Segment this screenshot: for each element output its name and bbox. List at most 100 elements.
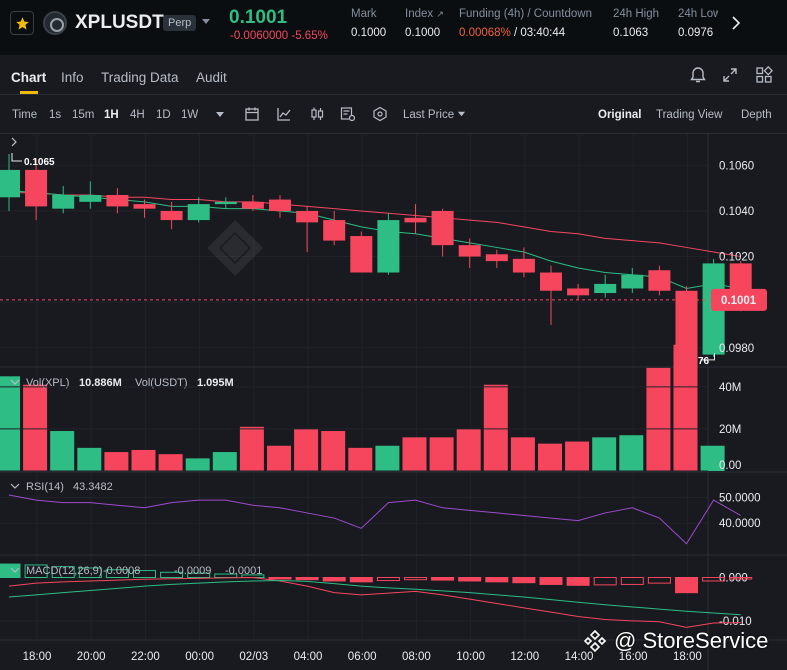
volume-bar [239,426,264,471]
stat-mark: Mark 0.1000 [351,8,386,39]
funding-rate: 0.00068% [459,27,511,39]
candle [404,204,427,234]
price-tick-label: 0.1060 [719,160,754,172]
fullscreen-icon[interactable] [721,66,739,84]
macd-histogram-bar [133,570,156,579]
interval-1h[interactable]: 1H [104,109,119,121]
candle [377,213,400,275]
candle-body [0,169,20,198]
volume-legend-value: 1.095M [197,377,234,389]
caret-down-icon [458,111,466,117]
view-trading-view[interactable]: Trading View [656,109,723,121]
tab-trading-data[interactable]: Trading Data [101,70,179,85]
macd-histogram-bar [322,577,346,582]
candle [133,199,156,218]
price-type-label: Last Price [403,109,455,121]
macd-dea-line [8,580,741,616]
candlestick-type-icon[interactable] [309,106,325,122]
candle [540,265,562,325]
view-original[interactable]: Original [598,109,642,121]
candle [296,206,319,252]
tab-audit[interactable]: Audit [196,70,227,85]
interval-1s[interactable]: 1s [49,109,62,121]
volume-bar [104,452,129,471]
price-tick-label: 0.1040 [719,206,754,218]
candle [431,208,454,257]
volume-bar [538,443,562,471]
stat-value: 0.1000 [351,27,387,39]
tab-active-indicator [20,91,38,94]
volume-bar [375,445,400,471]
candle-body [323,220,346,241]
candle-body [431,210,454,246]
candle [323,210,346,246]
candle-body [25,169,48,207]
candle-body [377,220,400,273]
candle [350,231,373,273]
macd-histogram-bar [0,563,21,579]
tab-chart[interactable]: Chart [11,70,47,85]
content-tabs: Chart Info Trading Data Audit [0,55,787,95]
symbol-name[interactable]: XPLUSDT [75,12,164,33]
interval-1w[interactable]: 1W [181,109,199,121]
macd-legend-label: MACD(12,26,9) [26,565,102,577]
volume-bar [565,441,590,471]
interval-more-caret-icon[interactable] [212,106,228,122]
time-tick-label: 10:00 [456,651,485,663]
high-marker-line [11,152,22,162]
interval-time[interactable]: Time [12,109,38,121]
stat-value: 0.1000 [405,27,441,39]
tab-info[interactable]: Info [61,70,84,85]
time-tick-label: 08:00 [402,651,431,663]
chart-settings-icon[interactable] [340,106,356,122]
volume-panel: Vol(XPL) 10.886M Vol(USDT) 1.095M 40M 20M 0.00 [0,344,741,472]
time-tick-label: 18:00 [673,651,702,663]
interval-15m[interactable]: 15m [72,109,95,121]
watermark: @ StoreService [582,628,768,654]
time-tick-label: 18:00 [23,651,52,663]
time-tick-label: 20:00 [77,651,106,663]
price-tick-label: 0.0980 [719,343,754,355]
layout-grid-icon[interactable] [755,66,773,84]
time-tick-label: 00:00 [185,651,214,663]
chevron-right-icon[interactable] [727,14,745,32]
stat-value: 0.0976 [678,27,714,39]
volume-bar [77,447,102,471]
macd-histogram-bar [105,569,129,579]
macd-histogram-bar [566,577,590,586]
candle-body [79,195,102,202]
caret-down-icon[interactable] [201,16,211,26]
macd-legend-value: -0.0001 [225,565,262,577]
interval-4h[interactable]: 4H [130,109,145,121]
stat-24h-high: 24h High 0.1063 [613,8,659,39]
candle-body [269,199,291,211]
macd-collapse-icon [10,567,20,573]
candle-body [567,288,590,296]
candle-body [52,195,75,209]
candle-body [160,210,183,221]
stat-label: Mark [351,8,377,20]
stat-index[interactable]: Index ↗ 0.1000 [405,8,444,39]
time-tick-label: 04:00 [294,651,323,663]
macd-histogram-bar [24,564,48,578]
favorite-button[interactable] [10,11,34,35]
time-tick-label: 14:00 [565,651,594,663]
bell-icon[interactable] [689,66,707,84]
header-content: XPLUSDT Perp 0.1001 -0.0060000 -5.65% Ma… [0,0,718,55]
drawing-tools-icon[interactable] [372,106,388,122]
candle [485,249,508,268]
macd-histogram-bar [702,577,726,582]
candle [512,247,535,278]
candle [567,283,590,300]
rsi-legend-value: 43.3482 [73,481,113,493]
volume-legend-value: 10.886M [79,377,122,389]
macd-histogram-bar [675,577,698,594]
calendar-icon[interactable] [244,106,260,122]
interval-1d[interactable]: 1D [156,109,171,121]
macd-dif-line [8,576,741,628]
indicator-line-icon[interactable] [276,106,292,122]
view-depth[interactable]: Depth [741,109,772,121]
price-type-select[interactable]: Last Price [403,109,466,121]
macd-histogram-bar [729,577,753,580]
